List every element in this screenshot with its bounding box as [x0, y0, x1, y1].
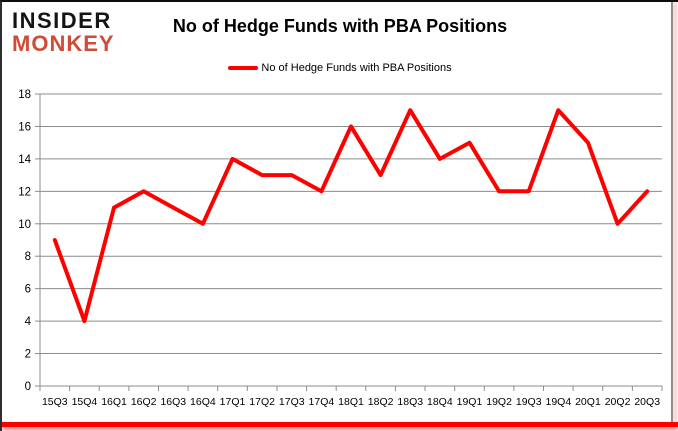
- x-axis-label: 20Q1: [575, 396, 601, 408]
- x-axis-label: 19Q1: [457, 396, 483, 408]
- x-axis-label: 15Q3: [42, 396, 68, 408]
- x-axis-label: 20Q2: [605, 396, 631, 408]
- x-axis-label: 18Q2: [368, 396, 394, 408]
- x-axis-label: 18Q1: [338, 396, 364, 408]
- y-axis-label: 4: [25, 316, 32, 328]
- y-axis-label: 2: [25, 349, 31, 361]
- insider-monkey-logo: INSIDER MONKEY: [12, 9, 115, 55]
- x-axis-label: 17Q1: [220, 396, 246, 408]
- chart-title: No of Hedge Funds with PBA Positions: [172, 16, 508, 36]
- x-axis-label: 16Q4: [190, 396, 216, 408]
- x-axis-label: 20Q3: [634, 396, 660, 408]
- y-axis-label: 12: [18, 186, 31, 198]
- logo-line-insider: INSIDER: [12, 8, 112, 33]
- y-axis-label: 16: [18, 121, 31, 133]
- x-axis-label: 19Q2: [486, 396, 512, 408]
- x-axis-label: 17Q3: [279, 396, 305, 408]
- right-frame-line: [671, 2, 673, 423]
- legend-label: No of Hedge Funds with PBA Positions: [261, 62, 452, 74]
- x-axis-label: 18Q4: [427, 396, 453, 408]
- logo-line-monkey: MONKEY: [12, 31, 115, 56]
- x-axis-label: 17Q4: [309, 396, 335, 408]
- x-axis-label: 19Q3: [516, 396, 542, 408]
- y-axis-label: 0: [25, 381, 31, 393]
- legend-line-swatch-icon: [228, 66, 259, 70]
- x-axis-label: 15Q4: [72, 396, 98, 408]
- x-axis-label: 16Q1: [101, 396, 127, 408]
- y-axis-label: 10: [18, 219, 31, 231]
- x-axis-label: 19Q4: [545, 396, 571, 408]
- y-axis-label: 14: [18, 154, 31, 166]
- bottom-red-bar: [2, 422, 678, 427]
- legend: No of Hedge Funds with PBA Positions: [2, 62, 678, 74]
- y-axis-label: 18: [18, 89, 31, 101]
- x-axis-label: 17Q2: [249, 396, 275, 408]
- x-axis-label: 16Q2: [131, 396, 157, 408]
- y-axis-label: 6: [25, 284, 31, 296]
- data-series-line: [52, 108, 650, 324]
- x-axis-label: 18Q3: [397, 396, 423, 408]
- y-axis-label: 8: [25, 251, 31, 263]
- x-axis-label: 16Q3: [160, 396, 186, 408]
